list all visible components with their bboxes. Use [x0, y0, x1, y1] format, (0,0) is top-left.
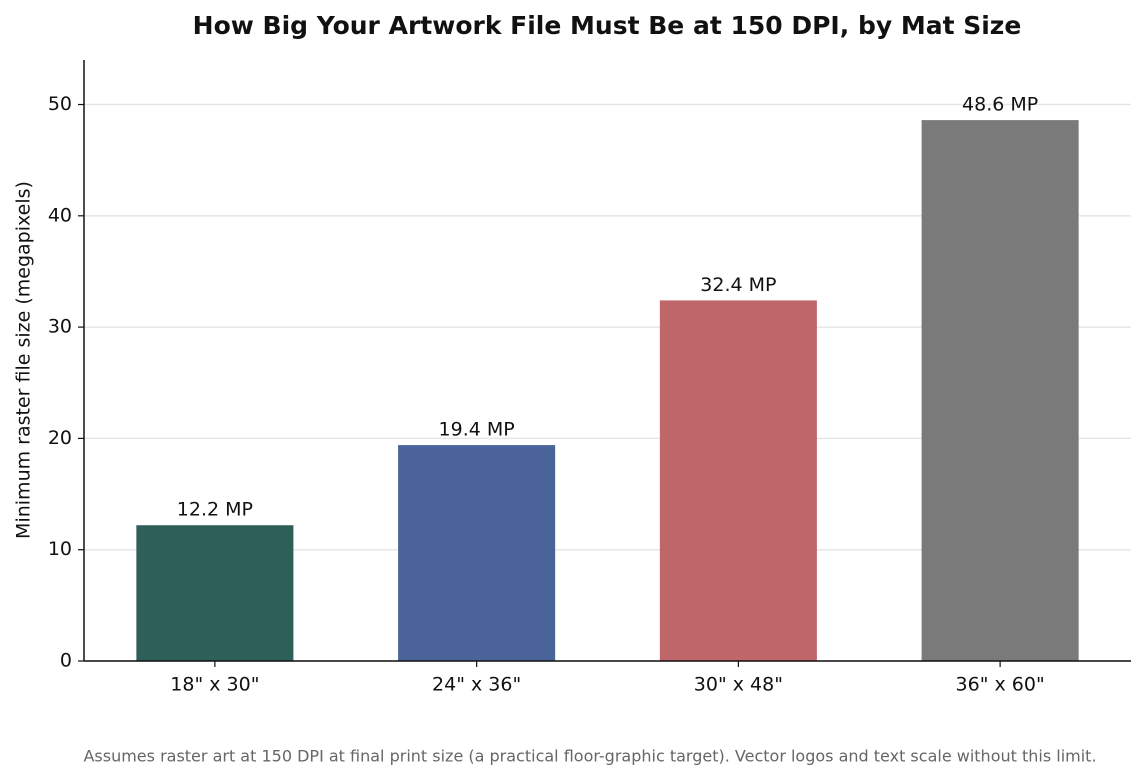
x-tick-label: 18" x 30": [170, 674, 259, 696]
data-label: 32.4 MP: [700, 274, 776, 296]
x-tick-label: 30" x 48": [694, 674, 783, 696]
y-tick-label: 10: [48, 538, 72, 560]
chart-title: How Big Your Artwork File Must Be at 150…: [193, 11, 1022, 40]
y-tick-label: 40: [48, 204, 72, 226]
bar: [398, 445, 556, 661]
y-tick-label: 50: [48, 93, 72, 115]
data-label: 12.2 MP: [177, 499, 253, 521]
x-tick-label: 24" x 36": [432, 674, 521, 696]
bar: [659, 300, 817, 661]
y-axis-label: Minimum raster file size (megapixels): [13, 181, 35, 539]
x-tick-label: 36" x 60": [956, 674, 1045, 696]
y-tick-label: 20: [48, 427, 72, 449]
y-tick-label: 0: [60, 650, 72, 672]
data-label: 48.6 MP: [962, 94, 1038, 116]
bar: [921, 120, 1079, 662]
footnote: Assumes raster art at 150 DPI at final p…: [83, 747, 1096, 766]
y-tick-label: 30: [48, 316, 72, 338]
bar: [136, 525, 294, 661]
data-label: 19.4 MP: [439, 419, 515, 441]
